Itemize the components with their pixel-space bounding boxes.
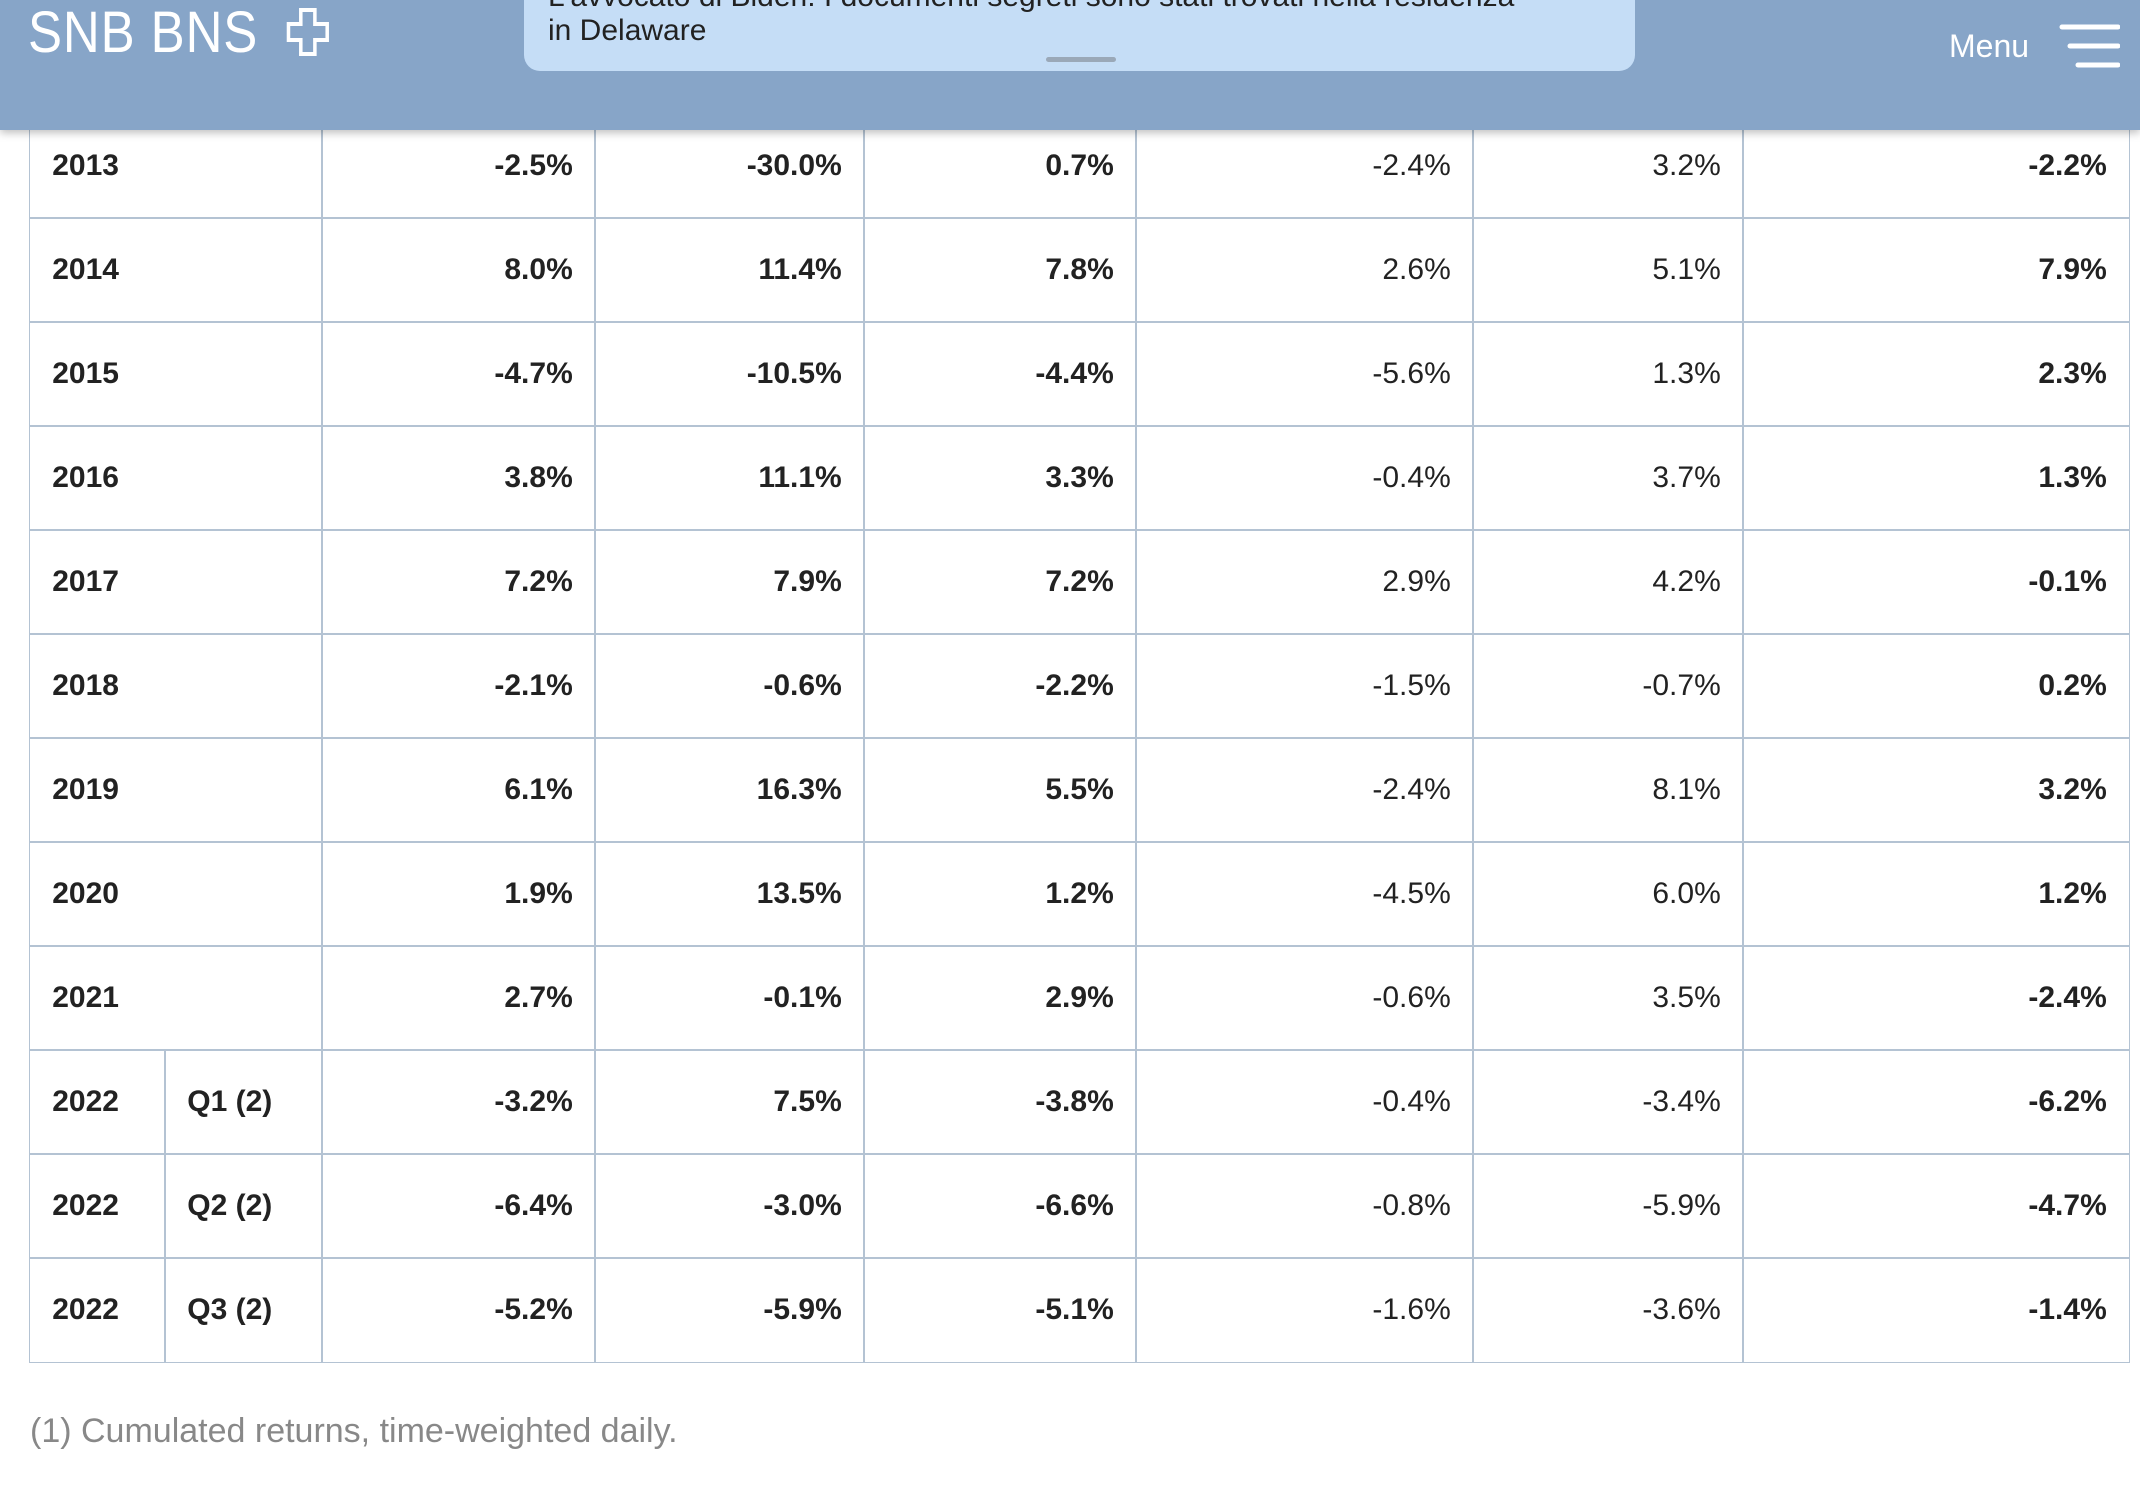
year-cell: 2014 <box>29 217 323 323</box>
value-cell: 3.5% <box>1472 945 1744 1051</box>
value-cell: -0.6% <box>594 633 865 739</box>
value-cell: 7.9% <box>594 529 865 635</box>
banner-handle <box>1046 57 1116 62</box>
value-cell: -0.4% <box>1135 1049 1474 1155</box>
value-cell: 13.5% <box>594 841 865 947</box>
value-cell: -3.8% <box>863 1049 1137 1155</box>
quarter-cell: Q3 (2) <box>164 1257 323 1363</box>
value-cell: -3.6% <box>1472 1257 1744 1363</box>
year-cell: 2019 <box>29 737 323 843</box>
value-cell: 2.9% <box>1135 529 1474 635</box>
value-cell: -0.8% <box>1135 1153 1474 1259</box>
year-cell: 2020 <box>29 841 323 947</box>
logo-cross <box>286 8 329 56</box>
value-cell: 1.3% <box>1472 321 1744 427</box>
value-cell: 8.0% <box>321 217 596 323</box>
value-cell: 7.9% <box>1742 217 2130 323</box>
value-cell: -1.6% <box>1135 1257 1474 1363</box>
value-cell: -3.4% <box>1472 1049 1744 1155</box>
year-cell: 2022 <box>29 1153 166 1259</box>
value-cell: -4.7% <box>321 321 596 427</box>
value-cell: 3.3% <box>863 425 1137 531</box>
value-cell: -6.4% <box>321 1153 596 1259</box>
notification-banner[interactable]: L'avvocato di Biden: I documenti segreti… <box>524 0 1635 71</box>
value-cell: 2.6% <box>1135 217 1474 323</box>
value-cell: -2.2% <box>863 633 1137 739</box>
value-cell: -3.2% <box>321 1049 596 1155</box>
value-cell: 7.2% <box>863 529 1137 635</box>
value-cell: 1.3% <box>1742 425 2130 531</box>
quarter-cell: Q1 (2) <box>164 1049 323 1155</box>
logo[interactable]: SNB BNS <box>28 0 330 65</box>
quarter-cell: Q2 (2) <box>164 1153 323 1259</box>
year-cell: 2018 <box>29 633 323 739</box>
value-cell: -0.4% <box>1135 425 1474 531</box>
value-cell: -3.0% <box>594 1153 865 1259</box>
value-cell: 1.2% <box>1742 841 2130 947</box>
value-cell: 16.3% <box>594 737 865 843</box>
value-cell: 1.2% <box>863 841 1137 947</box>
value-cell: 0.2% <box>1742 633 2130 739</box>
value-cell: -0.1% <box>594 945 865 1051</box>
value-cell: 7.8% <box>863 217 1137 323</box>
menu-label[interactable]: Menu <box>1949 28 2030 64</box>
value-cell: -5.9% <box>594 1257 865 1363</box>
year-cell: 2022 <box>29 1049 166 1155</box>
year-cell: 2016 <box>29 425 323 531</box>
value-cell: -5.1% <box>863 1257 1137 1363</box>
value-cell: 2.3% <box>1742 321 2130 427</box>
value-cell: 6.0% <box>1472 841 1744 947</box>
value-cell: 1.9% <box>321 841 596 947</box>
value-cell: 4.2% <box>1472 529 1744 635</box>
year-cell: 2021 <box>29 945 323 1051</box>
value-cell: 3.7% <box>1472 425 1744 531</box>
value-cell: 11.1% <box>594 425 865 531</box>
value-cell: -1.4% <box>1742 1257 2130 1363</box>
value-cell: -5.9% <box>1472 1153 1744 1259</box>
value-cell: -2.4% <box>1135 737 1474 843</box>
value-cell: -10.5% <box>594 321 865 427</box>
value-cell: -4.7% <box>1742 1153 2130 1259</box>
value-cell: -5.6% <box>1135 321 1474 427</box>
year-cell: 2017 <box>29 529 323 635</box>
value-cell: 2.7% <box>321 945 596 1051</box>
value-cell: -2.1% <box>321 633 596 739</box>
value-cell: 5.1% <box>1472 217 1744 323</box>
value-cell: 7.5% <box>594 1049 865 1155</box>
value-cell: 3.8% <box>321 425 596 531</box>
notification-line: L'avvocato di Biden: I documenti segreti… <box>548 0 1514 14</box>
value-cell: -1.5% <box>1135 633 1474 739</box>
value-cell: 7.2% <box>321 529 596 635</box>
year-cell: 2022 <box>29 1257 166 1363</box>
value-cell: -0.6% <box>1135 945 1474 1051</box>
value-cell: -4.4% <box>863 321 1137 427</box>
footnote: (1) Cumulated returns, time-weighted dai… <box>30 1412 678 1450</box>
logo-text[interactable]: SNB BNS <box>28 0 259 65</box>
year-cell: 2015 <box>29 321 323 427</box>
notification-line: in Delaware <box>548 14 707 47</box>
value-cell: -0.7% <box>1472 633 1744 739</box>
value-cell: 2.9% <box>863 945 1137 1051</box>
value-cell: -2.4% <box>1742 945 2130 1051</box>
menu-icon[interactable] <box>2058 22 2120 70</box>
value-cell: -6.2% <box>1742 1049 2130 1155</box>
value-cell: -4.5% <box>1135 841 1474 947</box>
value-cell: 11.4% <box>594 217 865 323</box>
value-cell: 3.2% <box>1742 737 2130 843</box>
value-cell: -5.2% <box>321 1257 596 1363</box>
value-cell: -6.6% <box>863 1153 1137 1259</box>
value-cell: 6.1% <box>321 737 596 843</box>
value-cell: -0.1% <box>1742 529 2130 635</box>
value-cell: 8.1% <box>1472 737 1744 843</box>
value-cell: 5.5% <box>863 737 1137 843</box>
